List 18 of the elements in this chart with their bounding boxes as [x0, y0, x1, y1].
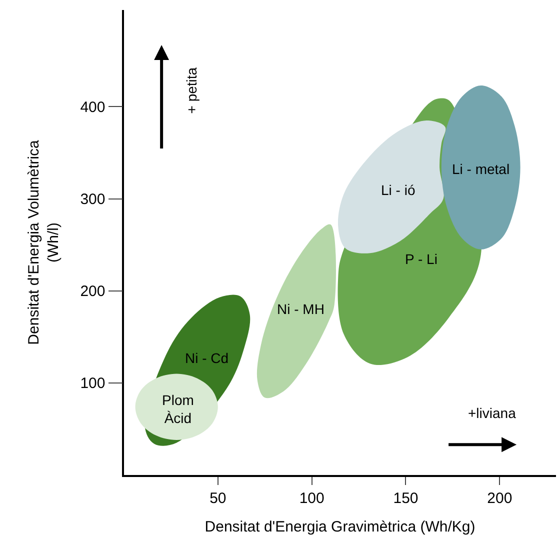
x-tick-label: 200 — [487, 490, 512, 507]
y-tick-label: 300 — [80, 191, 106, 208]
annotation: Li - metal — [452, 161, 510, 177]
y-tick-label: 400 — [80, 98, 106, 116]
annotation: + petita — [184, 67, 200, 114]
x-tick-label: 100 — [299, 490, 324, 507]
annotation: Li - ió — [381, 182, 416, 198]
y-tick-label: 100 — [80, 375, 106, 392]
y-tick-label: 200 — [80, 283, 106, 300]
annotation: Ni - Cd — [185, 350, 229, 366]
annotation: Ni - MH — [277, 301, 324, 317]
annotation: Plom Àcid — [162, 392, 194, 426]
y-axis-title: Densitat d'Energia Volumètrica (Wh/l) — [25, 140, 62, 345]
annotation: P - Li — [405, 251, 438, 267]
x-tick-label: 50 — [210, 490, 226, 507]
x-tick-label: 150 — [393, 490, 418, 507]
x-axis-title: Densitat d'Energia Gravimètrica (Wh/Kg) — [204, 518, 476, 536]
annotation: +liviana — [468, 405, 516, 421]
